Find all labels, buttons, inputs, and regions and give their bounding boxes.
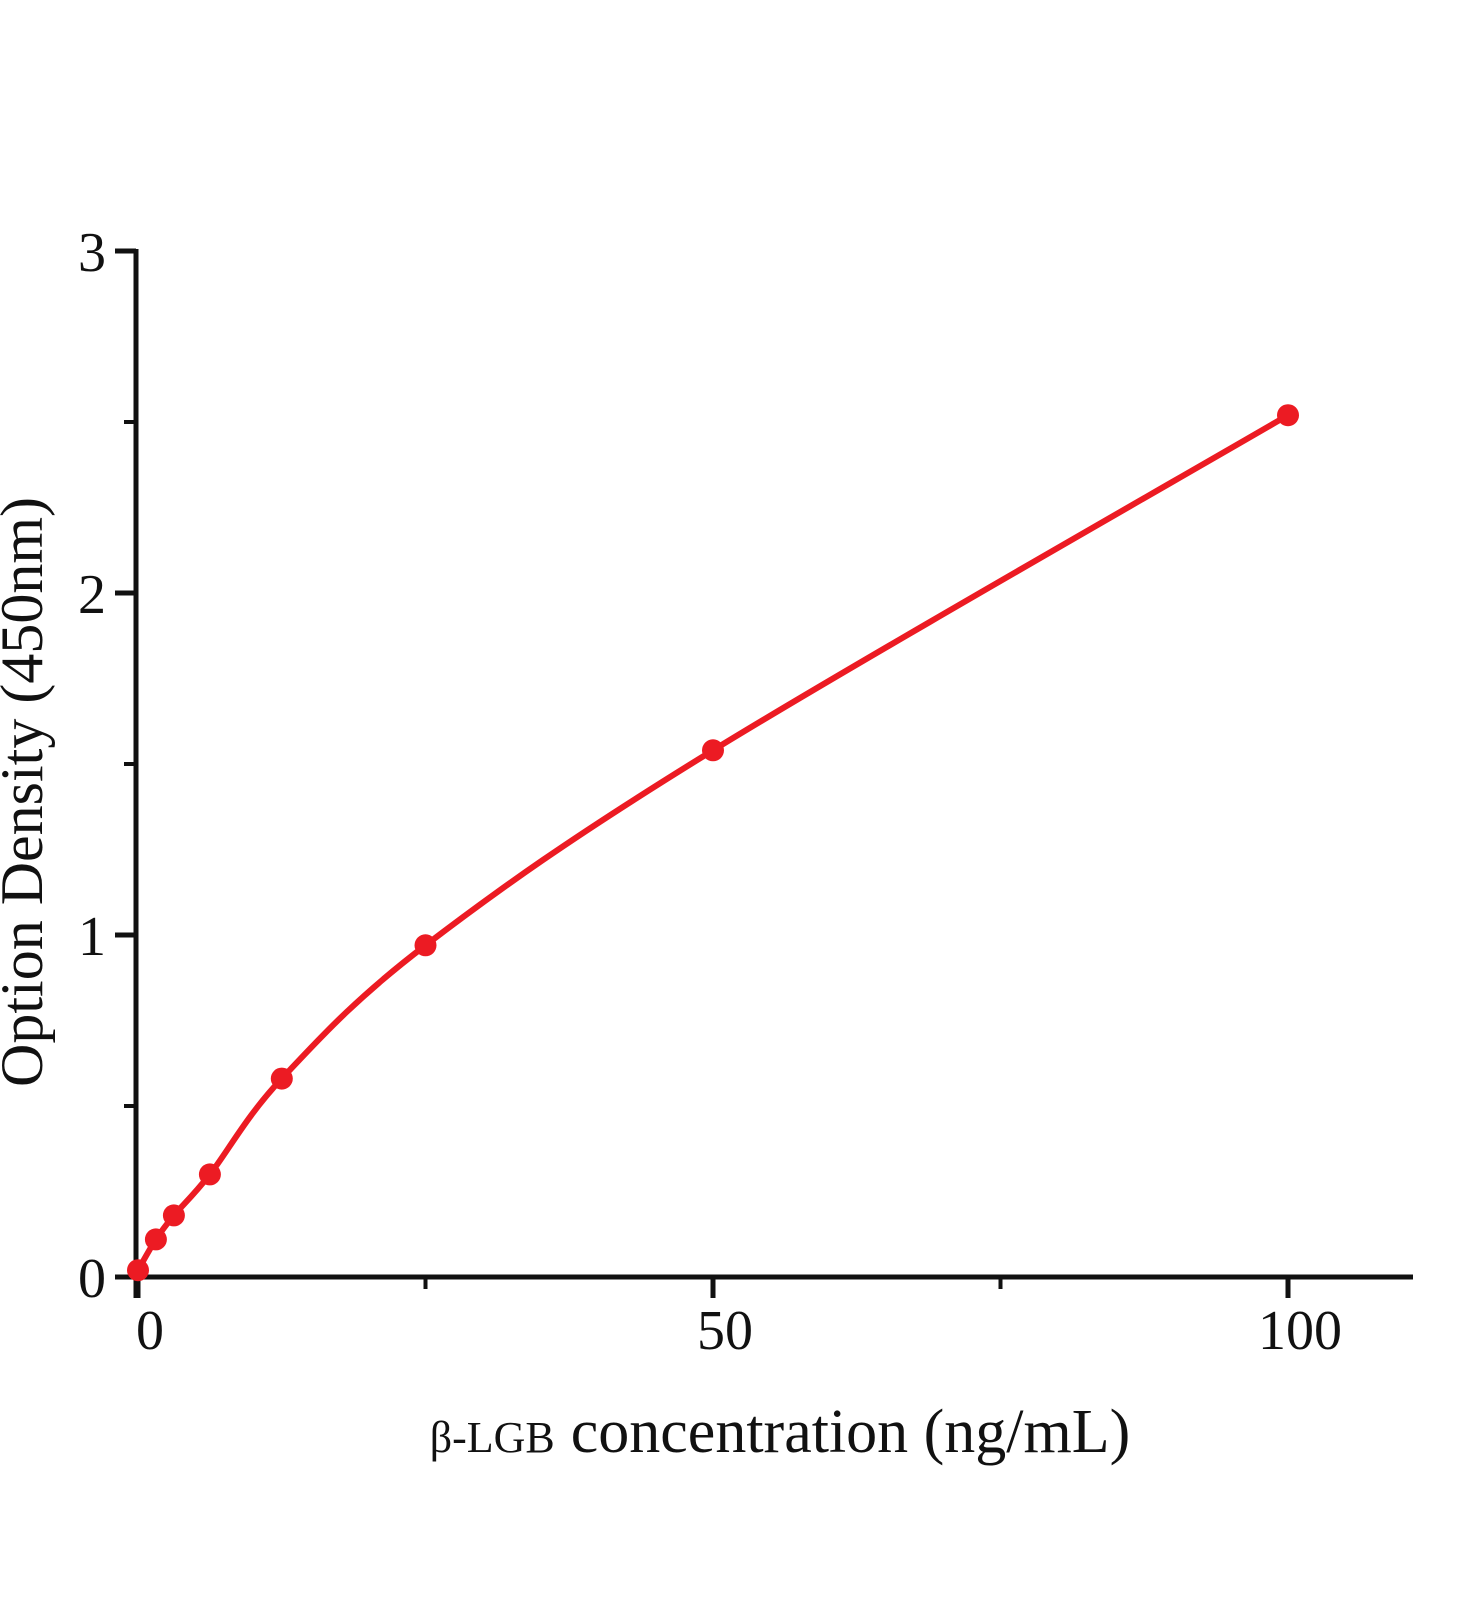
x-axis-title-main: concentration (ng/mL)	[571, 1398, 1131, 1466]
x-tick-label-100: 100	[1258, 1300, 1342, 1362]
axes-layer: 0 1 2 3 0 50 100	[78, 222, 1413, 1362]
standard-curve-line	[135, 412, 1291, 1274]
data-point-0	[127, 1259, 149, 1282]
x-axis-title: β-LGB concentration (ng/mL)	[430, 1398, 1131, 1466]
x-tick-label-50: 50	[697, 1300, 753, 1362]
y-tick-label-0: 0	[78, 1248, 106, 1310]
y-axis-title: Option Density (450nm)	[0, 497, 55, 1087]
data-point-100	[1277, 404, 1299, 427]
series-layer	[127, 404, 1299, 1282]
y-tick-label-3: 3	[78, 222, 106, 284]
data-point-25	[414, 934, 437, 957]
data-point-12.5	[270, 1067, 293, 1090]
data-point-3.12	[162, 1204, 185, 1227]
data-point-50	[702, 739, 724, 762]
y-tick-label-2: 2	[78, 564, 106, 626]
x-tick-label-0: 0	[136, 1300, 164, 1362]
y-tick-label-1: 1	[78, 906, 106, 968]
x-axis-title-prefix: β-LGB	[430, 1413, 555, 1462]
data-point-6.25	[198, 1163, 221, 1186]
data-point-1.56	[144, 1228, 167, 1251]
